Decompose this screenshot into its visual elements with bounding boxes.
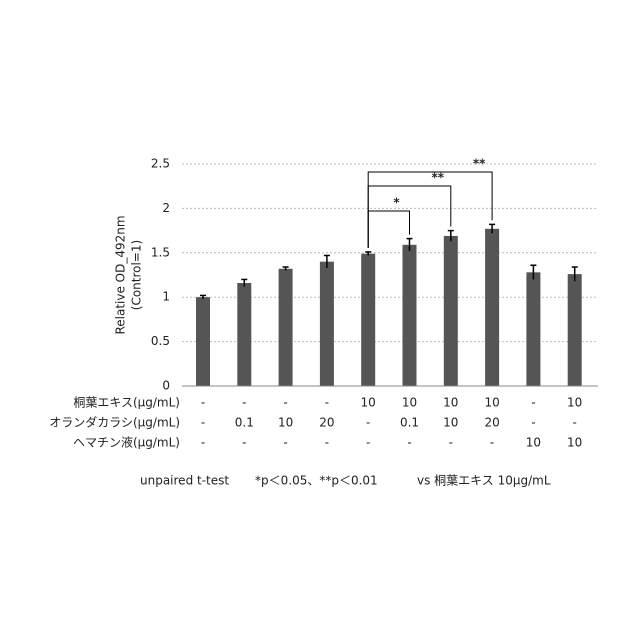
bar <box>444 236 458 386</box>
significance-label: ** <box>432 171 445 185</box>
table-cell: - <box>531 416 535 430</box>
table-cell: 10 <box>526 436 541 450</box>
bar <box>403 245 417 386</box>
table-cell: 10 <box>361 396 376 410</box>
table-cell: 10 <box>443 416 458 430</box>
bar <box>568 274 582 386</box>
table-cell: - <box>366 436 370 450</box>
table-cell: 20 <box>484 416 499 430</box>
table-cell: - <box>573 416 577 430</box>
y-tick-label: 2 <box>162 201 170 215</box>
y-tick-label: 1.5 <box>151 245 170 259</box>
table-row-label: ヘマチン液(μg/mL) <box>73 435 180 450</box>
bar <box>279 269 293 386</box>
table-cell: - <box>449 436 453 450</box>
table-cell: - <box>325 396 329 410</box>
bar <box>485 229 499 386</box>
y-tick-label: 1 <box>162 290 170 304</box>
table-cell: 10 <box>484 396 499 410</box>
bar <box>237 283 251 386</box>
table-cell: 20 <box>319 416 334 430</box>
bar <box>320 262 334 386</box>
y-axis-label: (Control=1) <box>130 240 144 310</box>
table-cell: - <box>242 396 246 410</box>
chart: 0 0.5 1 1.5 2 2.5 Relative OD_492nm(Control=1)… <box>0 0 640 640</box>
table-cell: - <box>407 436 411 450</box>
table-cell: 10 <box>567 436 582 450</box>
table-cell: 0.1 <box>235 416 254 430</box>
y-tick-label: 0 <box>162 379 170 393</box>
table-cell: 10 <box>567 396 582 410</box>
significance-bracket <box>368 211 409 248</box>
y-axis-label: Relative OD_492nm <box>114 215 128 334</box>
table-cell: - <box>325 436 329 450</box>
table-cell: - <box>283 396 287 410</box>
table-cell: - <box>201 436 205 450</box>
footnote: vs 桐葉エキス 10μg/mL <box>417 474 551 488</box>
bar <box>361 254 375 386</box>
footnote: unpaired t-test <box>140 474 229 488</box>
bar <box>526 272 540 386</box>
table-cell: - <box>242 436 246 450</box>
table-cell: 0.1 <box>400 416 419 430</box>
table-cell: 10 <box>402 396 417 410</box>
table-cell: 10 <box>443 396 458 410</box>
significance-label: ** <box>473 157 486 171</box>
y-tick-label: 0.5 <box>151 334 170 348</box>
table-cell: - <box>283 436 287 450</box>
table-cell: - <box>201 396 205 410</box>
table-cell: - <box>201 416 205 430</box>
table-cell: - <box>366 416 370 430</box>
footnote: *p＜0.05、**p＜0.01 <box>255 474 378 488</box>
table-cell: 10 <box>278 416 293 430</box>
bar <box>196 297 210 386</box>
significance-label: * <box>393 196 400 210</box>
significance-bracket <box>368 172 492 248</box>
table-row-label: オランダカラシ(μg/mL) <box>49 415 180 430</box>
table-row-label: 桐葉エキス(μg/mL) <box>73 396 180 410</box>
y-tick-label: 2.5 <box>151 157 170 171</box>
table-cell: - <box>531 396 535 410</box>
table-cell: - <box>490 436 494 450</box>
